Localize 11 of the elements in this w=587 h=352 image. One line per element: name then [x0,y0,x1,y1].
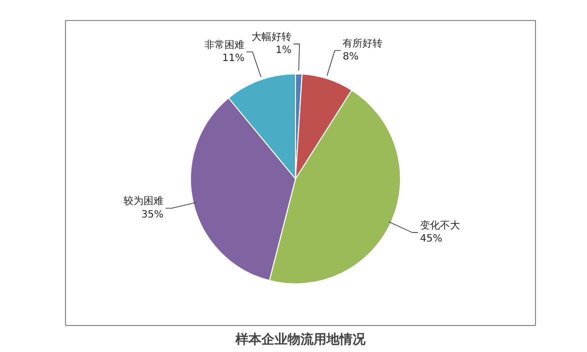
data-label: 35% [141,209,164,220]
text: 样本企业物流用地情况 [234,332,366,348]
data-label: 1% [276,45,292,56]
slice-label: 变化不大 [420,219,460,232]
data-label: 8% [342,52,359,63]
data-label: 11% [222,52,244,64]
slice-label: 非常困难 [204,38,244,51]
slice-label: 较为困难 [124,195,164,208]
slice-label: 有所好转 [342,37,383,50]
slice-label: 大幅好转 [251,30,292,43]
data-label: 45% [420,234,442,245]
